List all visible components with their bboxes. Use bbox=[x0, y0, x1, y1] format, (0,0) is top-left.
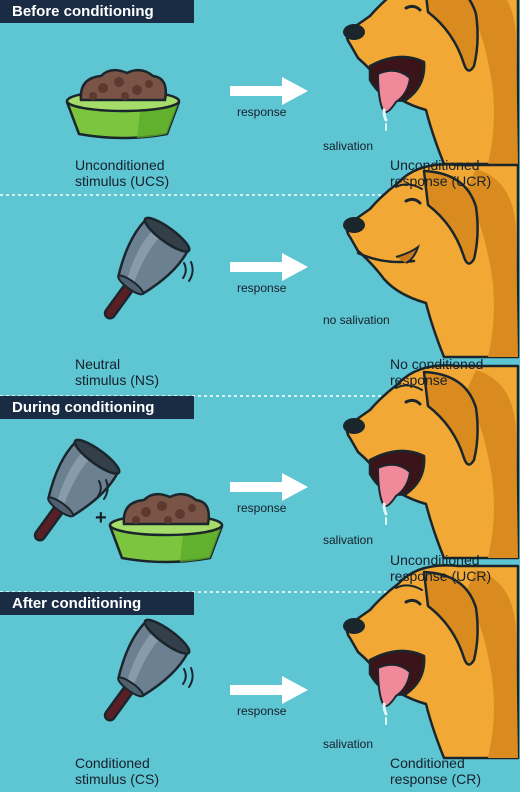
food-bowl-icon bbox=[108, 492, 224, 564]
banner-before-conditioning: Before conditioning bbox=[0, 0, 194, 23]
banner-after-conditioning: After conditioning bbox=[0, 592, 194, 615]
banner-during-conditioning: During conditioning bbox=[0, 396, 194, 419]
arrow-label: response bbox=[237, 501, 287, 515]
result-label-line1: Unconditioned bbox=[390, 552, 480, 568]
arrow-label: response bbox=[237, 105, 287, 119]
result-label-line2: response (UCR) bbox=[390, 173, 492, 189]
stimulus-label-line1: Unconditioned bbox=[75, 157, 165, 173]
plus-sign: + bbox=[95, 507, 107, 529]
arrow-label: response bbox=[237, 704, 287, 718]
response-arrow-icon bbox=[230, 676, 308, 704]
dog-salivating-icon bbox=[341, 563, 520, 760]
stimulus-label-line2: stimulus (NS) bbox=[75, 372, 160, 388]
dog-response-label: no salivation bbox=[323, 313, 390, 327]
response-arrow-icon bbox=[230, 253, 308, 281]
dog-salivating-icon bbox=[341, 363, 520, 560]
stimulus-label-line2: stimulus (CS) bbox=[75, 771, 160, 787]
dog-no-salivation-icon bbox=[341, 162, 520, 359]
result-label-line1: Conditioned bbox=[390, 755, 465, 771]
dog-response-label: salivation bbox=[323, 533, 374, 547]
bell-icon bbox=[83, 614, 195, 737]
stimulus-label-line1: Neutral bbox=[75, 356, 121, 372]
response-arrow-icon bbox=[230, 77, 308, 105]
dog-response-label: salivation bbox=[323, 139, 374, 153]
response-arrow-icon bbox=[230, 473, 308, 501]
result-label-line2: response (CR) bbox=[390, 771, 482, 787]
stimulus-label-line1: Conditioned bbox=[75, 755, 150, 771]
stimulus-label-line2: stimulus (UCS) bbox=[75, 173, 170, 189]
dog-response-label: salivation bbox=[323, 737, 374, 751]
result-label-line1: Unconditioned bbox=[390, 157, 480, 173]
bell-icon bbox=[83, 212, 195, 335]
result-label-line1: No conditioned bbox=[390, 356, 484, 372]
ring-marks-icon bbox=[182, 667, 194, 688]
food-bowl-icon bbox=[65, 68, 181, 140]
arrow-label: response bbox=[237, 281, 287, 295]
ring-marks-icon bbox=[182, 261, 194, 282]
result-label-line2: response (UCR) bbox=[390, 568, 492, 584]
result-label-line2: response bbox=[390, 372, 448, 388]
